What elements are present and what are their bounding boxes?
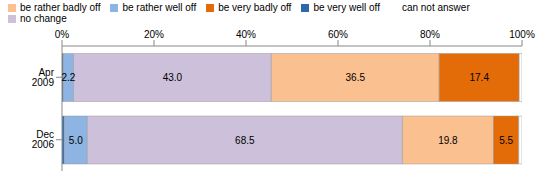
svg-text:17.4: 17.4	[469, 72, 489, 83]
html-text:be very well off: be very well off	[313, 2, 380, 13]
svg-text:43.0: 43.0	[163, 72, 183, 83]
html-text:can not answer: can not answer	[401, 2, 470, 13]
svg-text:80%: 80%	[420, 29, 440, 40]
svg-text:5.5: 5.5	[499, 135, 513, 146]
svg-text:68.5: 68.5	[235, 135, 255, 146]
svg-text:20%: 20%	[144, 29, 164, 40]
svg-text:5.0: 5.0	[69, 135, 83, 146]
html-text:be rather badly off: be rather badly off	[20, 2, 101, 13]
html-text:be very badly off: be very badly off	[218, 2, 292, 13]
svg-text:36.5: 36.5	[346, 72, 366, 83]
svg-text:60%: 60%	[328, 29, 348, 40]
html-text:be rather well off: be rather well off	[122, 2, 197, 13]
svg-text:Dec2006: Dec2006	[32, 129, 55, 150]
svg-text:100%: 100%	[509, 29, 535, 40]
html-text:no change: no change	[20, 13, 67, 24]
svg-text:2.2: 2.2	[61, 72, 75, 83]
svg-text:Apr2009: Apr2009	[32, 67, 55, 88]
svg-text:40%: 40%	[236, 29, 256, 40]
svg-text:19.8: 19.8	[438, 135, 458, 146]
svg-text:0%: 0%	[55, 29, 70, 40]
